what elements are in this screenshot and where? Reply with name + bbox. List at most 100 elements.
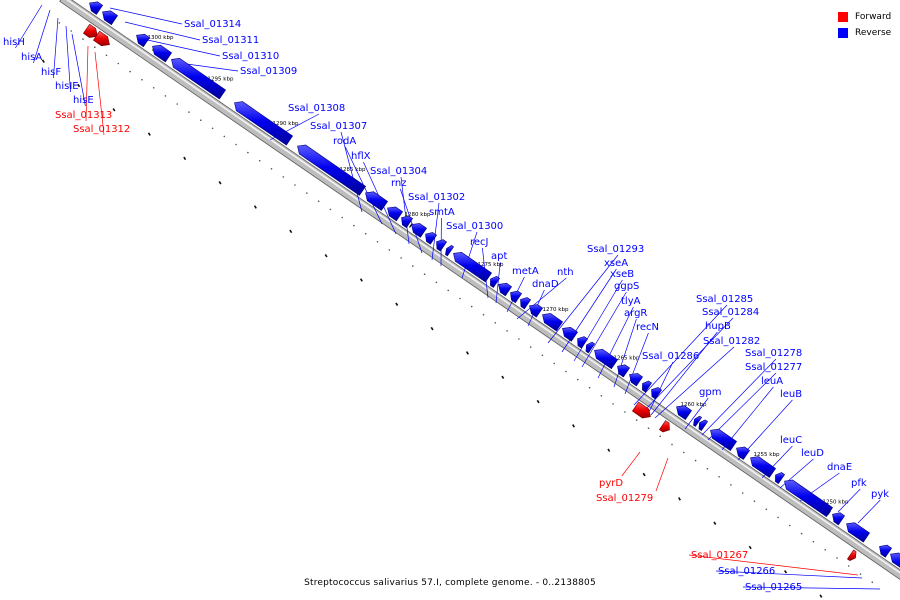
reverse-gene-arrow[interactable] — [387, 206, 404, 222]
gene-label[interactable]: Ssal_01277 — [745, 362, 802, 373]
reverse-gene-arrow[interactable] — [136, 33, 151, 48]
gene-label[interactable]: Ssal_01314 — [184, 19, 241, 30]
reverse-gene-arrow[interactable] — [617, 364, 631, 378]
gene-label[interactable]: Ssal_01312 — [73, 124, 130, 135]
gene-label[interactable]: leuB — [780, 389, 802, 400]
reverse-gene-arrow[interactable] — [445, 245, 455, 257]
gene-label[interactable]: hisH — [3, 37, 25, 48]
reverse-gene-arrow[interactable] — [425, 232, 438, 245]
gene-label[interactable]: Ssal_01278 — [745, 348, 802, 359]
gene-label[interactable]: Ssal_01286 — [642, 351, 699, 362]
reverse-gene-arrow[interactable] — [879, 544, 893, 558]
reverse-gene-arrow[interactable] — [693, 415, 703, 427]
gene-label[interactable]: pyk — [871, 489, 889, 500]
reverse-gene-arrow[interactable] — [832, 512, 846, 526]
gene-label[interactable]: Ssal_01302 — [408, 192, 465, 203]
gene-label[interactable]: rnz — [391, 178, 407, 189]
gene-label[interactable]: hisE — [73, 95, 94, 106]
reverse-gene-arrow[interactable] — [510, 290, 523, 304]
reverse-gene-arrow[interactable] — [642, 380, 653, 393]
gene-label[interactable]: Ssal_01311 — [202, 35, 259, 46]
gene-label[interactable]: nth — [557, 267, 574, 278]
reverse-gene-arrow[interactable] — [89, 1, 104, 15]
reverse-gene-arrow[interactable] — [542, 313, 564, 332]
reverse-gene-arrow[interactable] — [365, 191, 389, 211]
gene-label[interactable]: hisF — [41, 67, 61, 78]
gene-label[interactable]: Ssal_01310 — [222, 51, 279, 62]
gene-label[interactable]: leuA — [761, 376, 783, 387]
gene-label[interactable]: Ssal_01266 — [718, 566, 775, 577]
gene-label[interactable]: Ssal_01313 — [55, 110, 112, 121]
gene-label[interactable]: Ssal_01282 — [703, 336, 760, 347]
gene-label[interactable]: metA — [512, 266, 539, 277]
reverse-gene-arrow[interactable] — [710, 428, 738, 452]
gene-label[interactable]: Ssal_01300 — [446, 221, 503, 232]
track-dot — [671, 443, 673, 446]
reverse-gene-arrow[interactable] — [490, 276, 501, 288]
gene-label[interactable]: recN — [636, 322, 659, 333]
reverse-gene-arrow[interactable] — [676, 405, 693, 421]
reverse-gene-arrow[interactable] — [846, 522, 871, 543]
gene-label[interactable]: apt — [491, 251, 507, 262]
forward-gene-arrow[interactable] — [846, 549, 857, 562]
reverse-gene-arrow[interactable] — [594, 348, 619, 370]
gene-label[interactable]: ggpS — [614, 281, 639, 292]
reverse-gene-arrow[interactable] — [436, 239, 448, 252]
reverse-gene-arrow[interactable] — [784, 479, 834, 518]
reverse-gene-arrow[interactable] — [775, 472, 786, 485]
gene-label[interactable]: smtA — [429, 207, 455, 218]
track-dot — [400, 257, 402, 259]
gene-label[interactable]: pfk — [851, 478, 867, 489]
reverse-gene-arrow[interactable] — [562, 326, 579, 342]
reverse-gene-arrow[interactable] — [152, 44, 173, 63]
forward-gene-arrow[interactable] — [92, 30, 110, 47]
reverse-gene-arrow[interactable] — [651, 387, 663, 400]
reverse-gene-arrow[interactable] — [698, 419, 709, 432]
gene-label[interactable]: xseA — [604, 258, 628, 269]
reverse-gene-arrow[interactable] — [890, 552, 900, 573]
reverse-gene-arrow[interactable] — [453, 251, 493, 283]
gene-label[interactable]: Ssal_01307 — [310, 121, 367, 132]
gene-label[interactable]: argR — [624, 308, 647, 319]
gene-label[interactable]: Ssal_01265 — [745, 582, 802, 593]
reverse-gene-arrow[interactable] — [171, 57, 227, 100]
gene-label[interactable]: xseB — [610, 269, 634, 280]
gene-label[interactable]: tlyA — [621, 296, 641, 307]
gene-label[interactable]: rodA — [333, 136, 356, 147]
gene-label[interactable]: Ssal_01284 — [702, 307, 759, 318]
gene-label[interactable]: Ssal_01304 — [370, 166, 427, 177]
forward-gene-arrow[interactable] — [631, 401, 651, 419]
reverse-gene-arrow[interactable] — [498, 282, 513, 297]
gene-label[interactable]: Ssal_01308 — [288, 103, 345, 114]
gene-label[interactable]: Ssal_01293 — [587, 244, 644, 255]
gene-label[interactable]: Ssal_01279 — [596, 493, 653, 504]
gene-label[interactable]: hflX — [351, 151, 371, 162]
gene-label[interactable]: gpm — [699, 387, 721, 398]
gene-label[interactable]: leuC — [780, 435, 802, 446]
reverse-gene-arrow[interactable] — [529, 304, 544, 318]
forward-gene-arrow[interactable] — [82, 23, 98, 38]
reverse-gene-arrow[interactable] — [411, 223, 428, 238]
reverse-gene-arrow[interactable] — [736, 446, 751, 460]
reverse-gene-arrow[interactable] — [297, 144, 367, 196]
gene-label[interactable]: hisA — [21, 52, 42, 63]
gene-label[interactable]: Ssal_01285 — [696, 294, 753, 305]
reverse-gene-arrow[interactable] — [629, 373, 644, 387]
reverse-gene-arrow[interactable] — [577, 336, 589, 349]
gene-label[interactable]: dnaD — [532, 279, 559, 290]
reverse-gene-arrow[interactable] — [520, 297, 532, 310]
reverse-gene-arrow[interactable] — [750, 456, 777, 478]
reverse-gene-arrow[interactable] — [585, 341, 596, 354]
gene-label[interactable]: pyrD — [599, 478, 623, 489]
gene-label[interactable]: dnaE — [827, 462, 852, 473]
reverse-gene-arrow[interactable] — [401, 215, 414, 229]
gene-label[interactable]: recJ — [470, 237, 489, 248]
gene-label[interactable]: leuD — [801, 448, 824, 459]
forward-gene-arrow[interactable] — [658, 420, 670, 433]
reverse-gene-arrow[interactable] — [234, 101, 294, 146]
gene-label[interactable]: hisIE — [55, 81, 79, 92]
gene-label[interactable]: Ssal_01267 — [691, 550, 748, 561]
gene-label[interactable]: Ssal_01309 — [240, 66, 297, 77]
gene-label[interactable]: hupB — [705, 321, 731, 332]
reverse-gene-arrow[interactable] — [102, 10, 119, 26]
